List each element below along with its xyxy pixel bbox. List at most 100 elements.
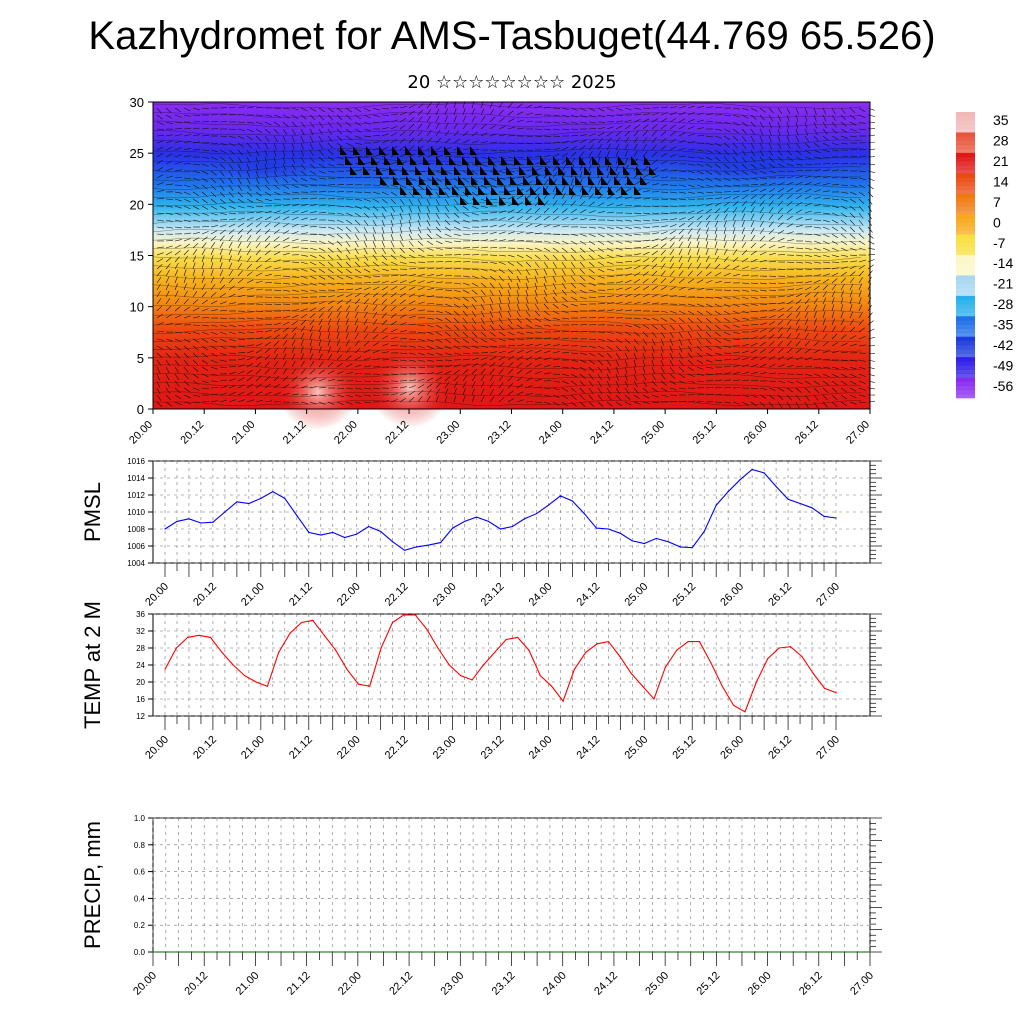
wind-barb [327, 247, 334, 253]
wind-barb [858, 344, 866, 347]
wind-barb [795, 401, 800, 409]
wind-barb [417, 137, 424, 144]
wind-barb [561, 282, 567, 289]
wind-barb [219, 212, 227, 215]
wind-barb [705, 338, 712, 344]
wind-barb [408, 145, 415, 151]
wind-barb [579, 359, 587, 363]
wind-barb [156, 305, 163, 312]
wind-barb [156, 283, 161, 291]
wind-barb [255, 191, 262, 197]
wind-barb [579, 134, 587, 137]
wind-barb [705, 177, 713, 182]
wind-barb [507, 338, 515, 341]
wind-flag [618, 156, 625, 165]
wind-barb [246, 256, 252, 263]
wind-barb [201, 198, 208, 204]
wind-barb [444, 130, 450, 137]
wind-barb [678, 324, 684, 331]
data-point [667, 541, 669, 543]
wind-barb [768, 244, 776, 249]
wind-barb [363, 261, 370, 267]
wind-barb [822, 169, 830, 172]
wind-barb [291, 332, 297, 340]
wind-barb [831, 233, 839, 239]
wind-barb [543, 317, 551, 322]
wind-barb [390, 320, 397, 326]
wind-barb [741, 234, 746, 242]
wind-barb [417, 233, 423, 240]
wind-barb [417, 116, 423, 123]
wind-barb [579, 345, 588, 347]
wind-barb [633, 265, 641, 270]
wind-barb [165, 219, 173, 222]
wind-barb [840, 387, 847, 393]
data-point [165, 951, 167, 953]
wind-barb [696, 401, 705, 403]
wind-barb [399, 226, 403, 234]
data-point [755, 681, 758, 683]
wind-barb [777, 295, 785, 298]
wind-barb [516, 182, 524, 186]
data-point [733, 704, 735, 707]
wind-barb [804, 107, 808, 115]
wind-barb [255, 142, 261, 149]
wind-barb [390, 161, 398, 165]
wind-barb [363, 226, 368, 234]
wind-barb [579, 145, 586, 151]
wind-barb [471, 239, 479, 242]
wind-barb [309, 268, 317, 273]
wind-barb [210, 156, 218, 161]
wind-barb [750, 213, 755, 221]
y-tick-label: 24 [136, 661, 145, 670]
data-point [505, 638, 507, 641]
wind-barb [174, 107, 181, 113]
wind-barb [498, 324, 505, 331]
wind-barb [264, 329, 272, 333]
wind-barb [201, 338, 209, 343]
wind-barb [237, 364, 245, 368]
wind-barb [264, 368, 270, 375]
wind-barb [786, 288, 794, 291]
wind-barb [534, 215, 541, 221]
data-point [448, 664, 450, 666]
wind-barb [849, 326, 856, 333]
wind-barb [471, 357, 479, 361]
wind-barb [606, 275, 615, 277]
wind-barb [678, 241, 683, 249]
wind-barb [363, 333, 369, 340]
wind-barb [615, 233, 623, 237]
wind-barb [291, 376, 298, 382]
wind-barb [183, 298, 189, 305]
wind-barb [417, 109, 424, 116]
wind-barb [732, 296, 740, 300]
wind-barb [795, 135, 800, 143]
wind-barb [831, 278, 838, 284]
wind-barb [768, 315, 776, 319]
wind-barb [318, 325, 322, 333]
wind-barb [165, 305, 172, 312]
wind-barb [174, 198, 182, 202]
wind-barb [489, 338, 497, 342]
wind-barb [255, 355, 262, 361]
wind-barb [552, 107, 561, 109]
wind-barb [750, 121, 756, 128]
wind-barb [381, 127, 389, 130]
wind-barb [345, 233, 351, 240]
wind-barb [651, 359, 655, 367]
wind-barb [867, 366, 875, 370]
wind-barb [597, 127, 605, 130]
wind-barb [759, 213, 764, 221]
wind-barb [759, 188, 767, 193]
x-tick-label: 21.00 [239, 581, 267, 609]
wind-barb [192, 134, 200, 137]
x-tick-label: 23.12 [479, 581, 507, 609]
wind-flag [553, 156, 560, 165]
wind-barb [426, 247, 434, 251]
wind-barb [525, 343, 533, 347]
wind-flag [457, 146, 464, 155]
wind-barb [705, 227, 709, 235]
wind-barb [381, 327, 388, 333]
wind-barb [516, 111, 524, 116]
data-point [574, 951, 577, 953]
